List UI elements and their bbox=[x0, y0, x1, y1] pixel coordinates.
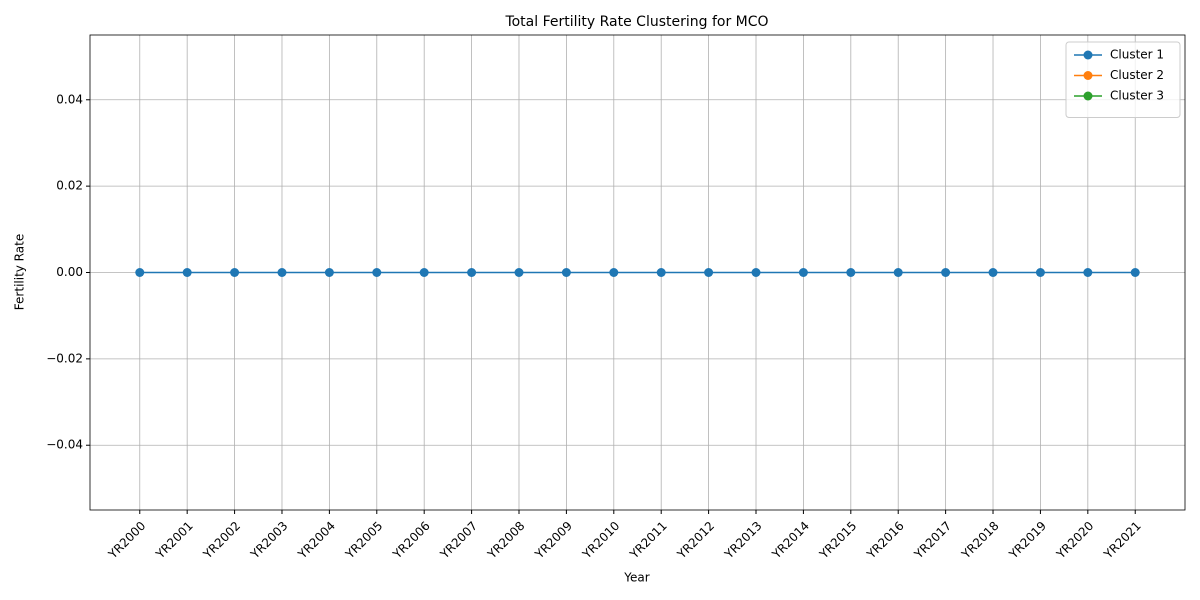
legend-marker bbox=[1083, 71, 1093, 80]
legend-label: Cluster 1 bbox=[1110, 48, 1164, 62]
chart-title: Total Fertility Rate Clustering for MCO bbox=[504, 14, 768, 30]
y-tick-label: 0.00 bbox=[56, 265, 83, 279]
legend-marker bbox=[1083, 50, 1093, 60]
data-point bbox=[277, 268, 287, 277]
data-point bbox=[135, 268, 145, 277]
data-point bbox=[182, 268, 192, 277]
data-point bbox=[798, 268, 808, 277]
data-point bbox=[561, 268, 571, 277]
y-tick-label: −0.02 bbox=[46, 351, 83, 365]
data-point bbox=[419, 268, 429, 277]
data-point bbox=[514, 268, 524, 277]
legend-label: Cluster 2 bbox=[1110, 68, 1164, 82]
data-point bbox=[704, 268, 714, 277]
data-point bbox=[941, 268, 951, 277]
data-point bbox=[893, 268, 903, 277]
y-tick-label: −0.04 bbox=[46, 438, 83, 452]
data-point bbox=[372, 268, 382, 277]
data-point bbox=[1035, 268, 1045, 277]
legend-marker bbox=[1083, 91, 1093, 101]
data-point bbox=[230, 268, 240, 277]
plot-frame bbox=[89, 34, 1186, 511]
data-point bbox=[324, 268, 334, 277]
data-point bbox=[988, 268, 998, 277]
y-axis-label: Fertility Rate bbox=[13, 234, 27, 310]
data-point bbox=[609, 268, 619, 277]
data-point bbox=[1083, 268, 1093, 277]
y-tick-label: 0.04 bbox=[56, 92, 83, 106]
data-point bbox=[1130, 268, 1140, 277]
data-point bbox=[846, 268, 856, 277]
data-point bbox=[751, 268, 761, 277]
y-tick-label: 0.02 bbox=[56, 179, 83, 193]
x-axis-label: Year bbox=[623, 571, 649, 585]
legend-label: Cluster 3 bbox=[1110, 89, 1164, 103]
legend-box bbox=[1065, 41, 1181, 118]
data-point bbox=[467, 268, 477, 277]
data-point bbox=[656, 268, 666, 277]
